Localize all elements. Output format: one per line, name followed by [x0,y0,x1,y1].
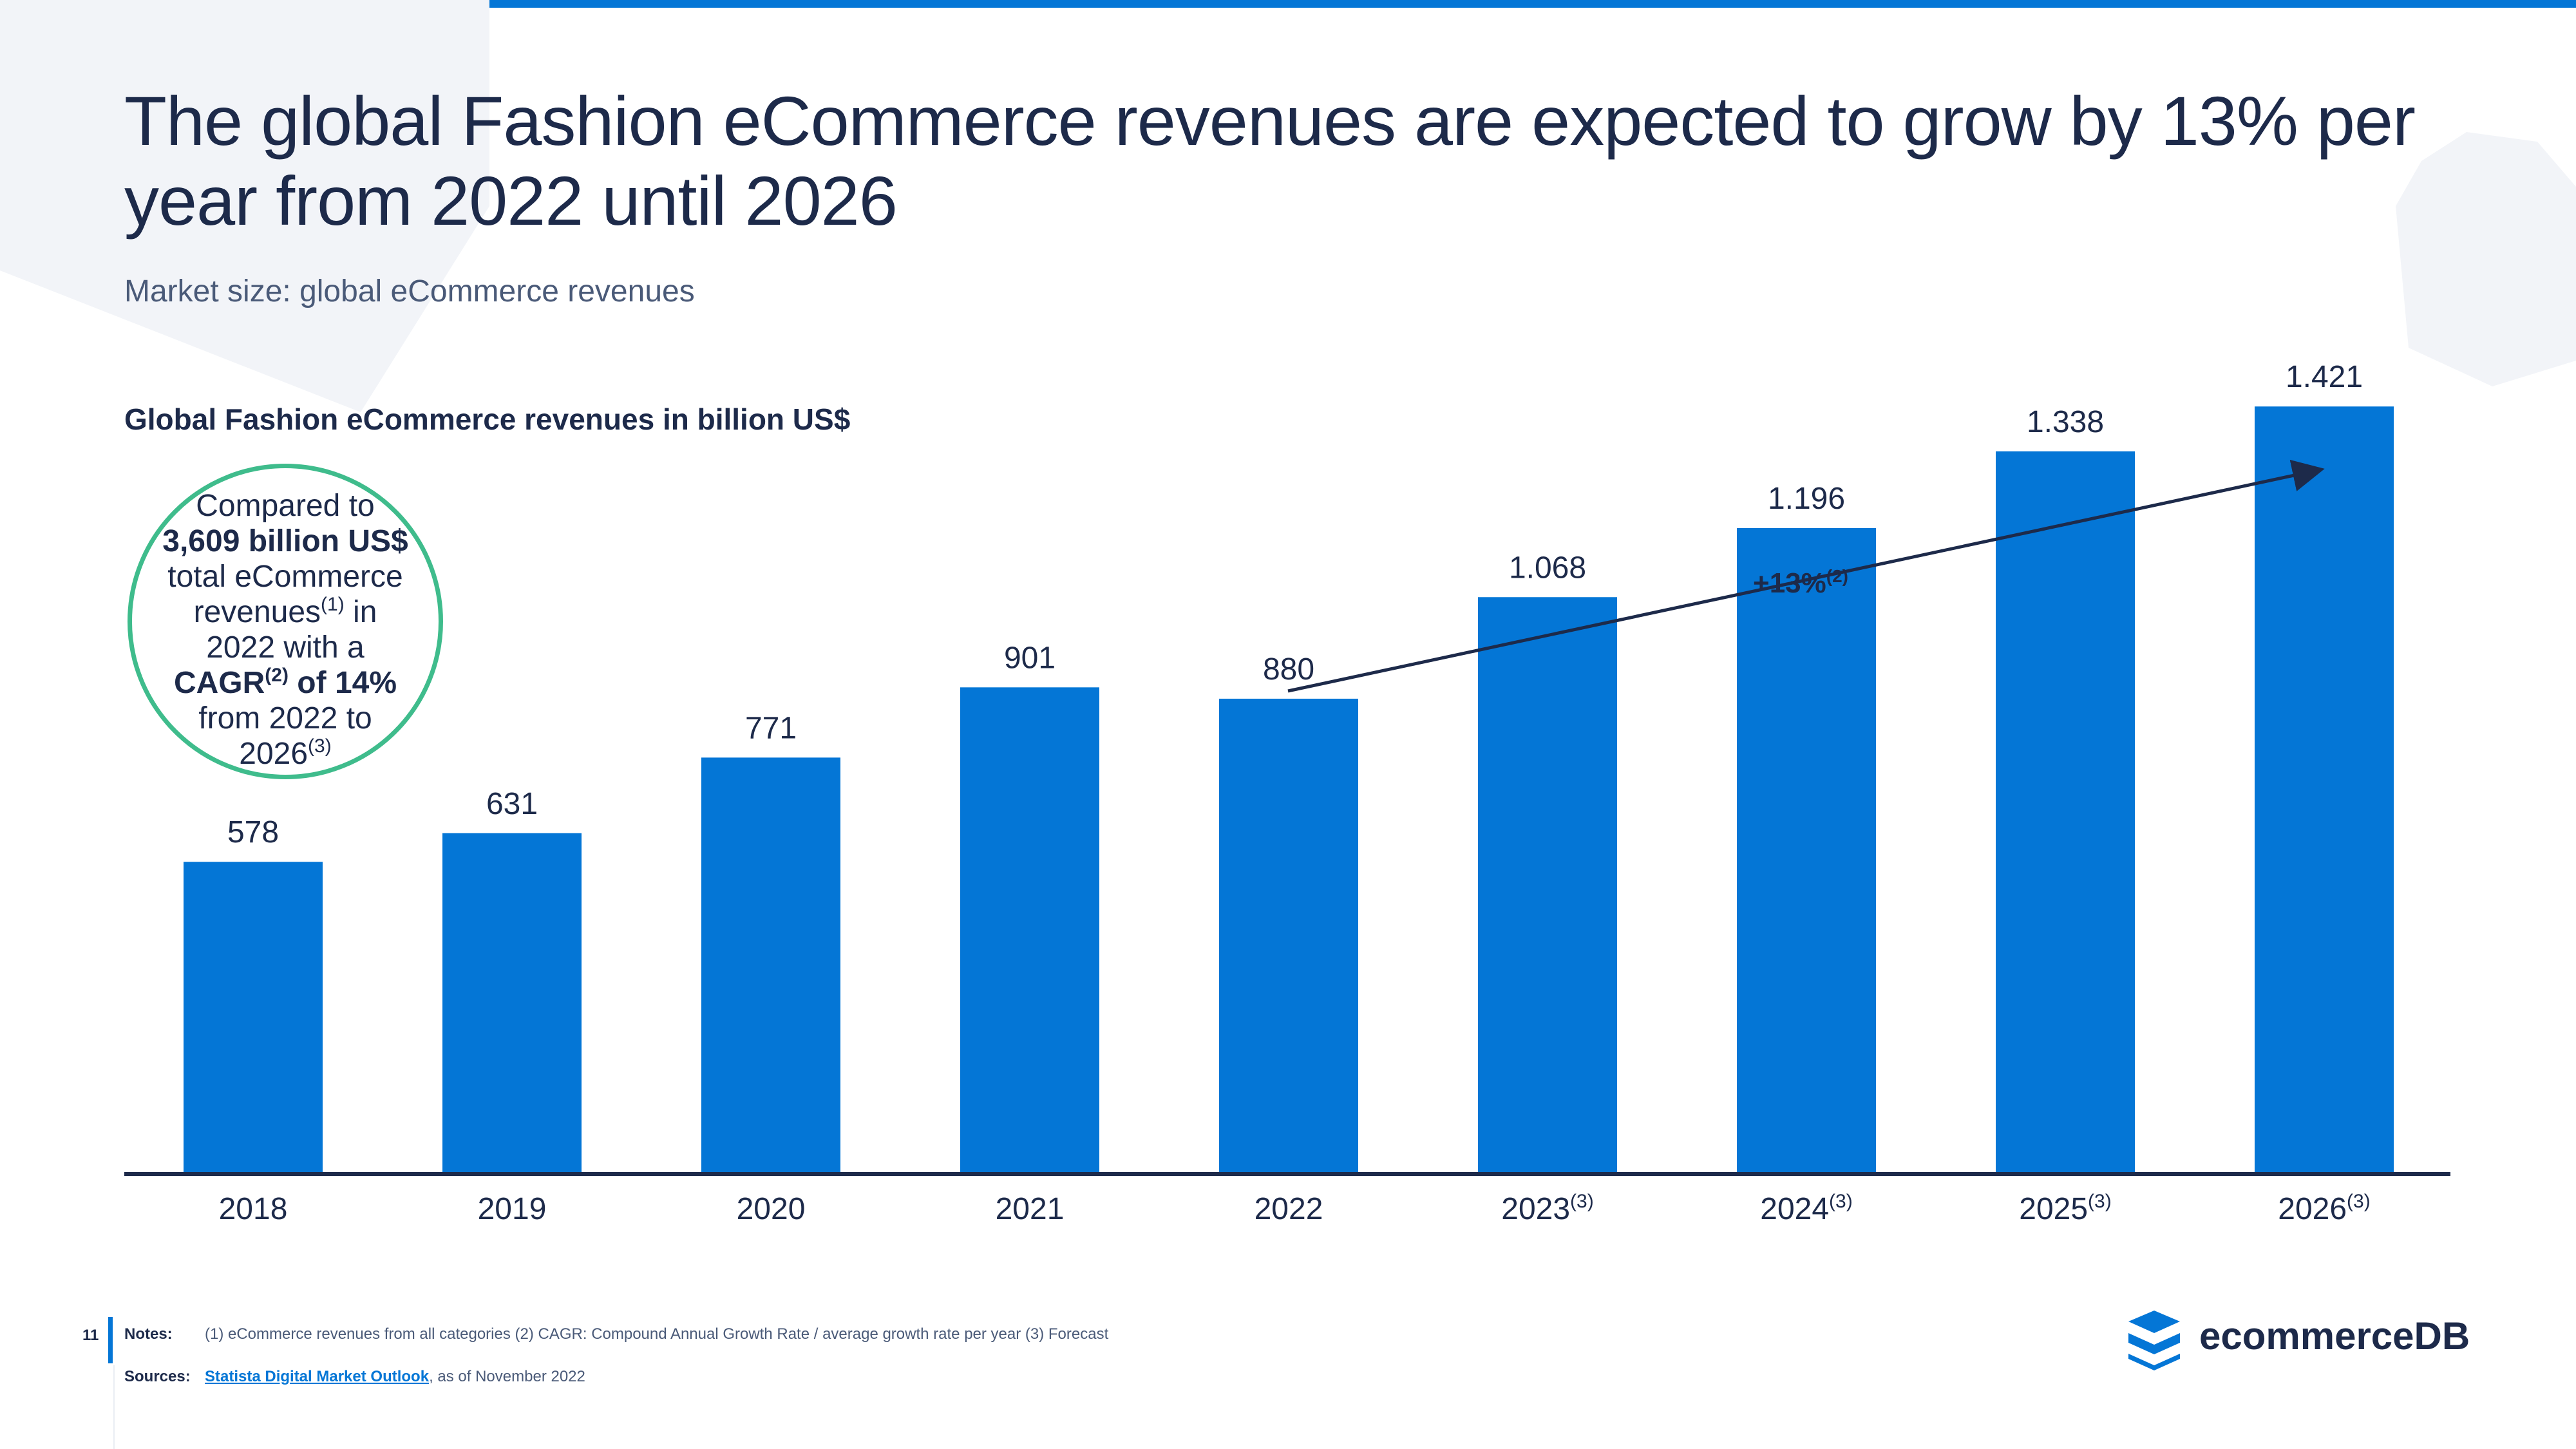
top-accent-bar [0,0,2576,8]
x-tick-label-2019: 2019 [478,1192,547,1226]
value-label-2021: 901 [1004,641,1056,675]
x-tick-label-2024: 2024(3) [1760,1191,1852,1226]
x-tick-label-2023: 2023(3) [1501,1191,1593,1226]
value-label-2023: 1.068 [1509,551,1586,585]
bar-2021 [960,687,1099,1174]
notes-label: Notes: [124,1325,173,1343]
value-label-2026: 1.421 [2286,360,2363,394]
bar-2018 [184,862,323,1174]
sources-label: Sources: [124,1368,191,1385]
bar-2026 [2255,406,2394,1174]
bar-2019 [442,833,582,1174]
x-tick-label-2021: 2021 [996,1192,1065,1226]
cagr-callout-text: Compared to 3,609 billion US$ total eCom… [162,489,408,771]
value-label-2019: 631 [486,787,538,821]
x-tick-label-2025: 2025(3) [2019,1191,2111,1226]
page-number: 11 [82,1327,99,1344]
bar-2022 [1219,698,1358,1174]
x-tick-label-2018: 2018 [219,1192,288,1226]
growth-label: +13%(2) [1753,566,1848,599]
x-tick-label-2026: 2026(3) [2278,1191,2370,1226]
logo-text: ecommerceDB [2199,1314,2470,1358]
footnotes: Notes: (1) eCommerce revenues from all ca… [124,1325,1108,1343]
bar-2024 [1737,527,1876,1174]
value-label-2022: 880 [1263,652,1314,687]
value-label-2018: 578 [227,815,279,849]
value-label-2020: 771 [745,711,797,745]
bar-2025 [1996,451,2135,1175]
value-label-2024: 1.196 [1768,482,1845,516]
sources-link[interactable]: Statista Digital Market Outlook [205,1368,430,1385]
sources: Sources: Statista Digital Market Outlook,… [124,1368,585,1386]
notes-text: (1) eCommerce revenues from all categori… [205,1325,1109,1343]
value-label-2025: 1.338 [2027,405,2104,439]
bar-2020 [701,757,840,1174]
page-title: The global Fashion eCommerce revenues ar… [124,82,2416,240]
x-tick-label-2020: 2020 [737,1192,806,1226]
chart-title: Global Fashion eCommerce revenues in bil… [124,402,851,436]
x-tick-label-2022: 2022 [1255,1192,1323,1226]
footer-accent-bar [108,1317,113,1363]
footer-divider [113,1365,115,1449]
cagr-callout-circle [128,464,443,779]
bar-2023 [1478,597,1617,1174]
sources-suffix: , as of November 2022 [429,1368,585,1385]
page-subtitle: Market size: global eCommerce revenues [124,274,695,308]
ecommercedb-logo-icon [2128,1311,2180,1370]
growth-arrow [1287,459,2325,693]
